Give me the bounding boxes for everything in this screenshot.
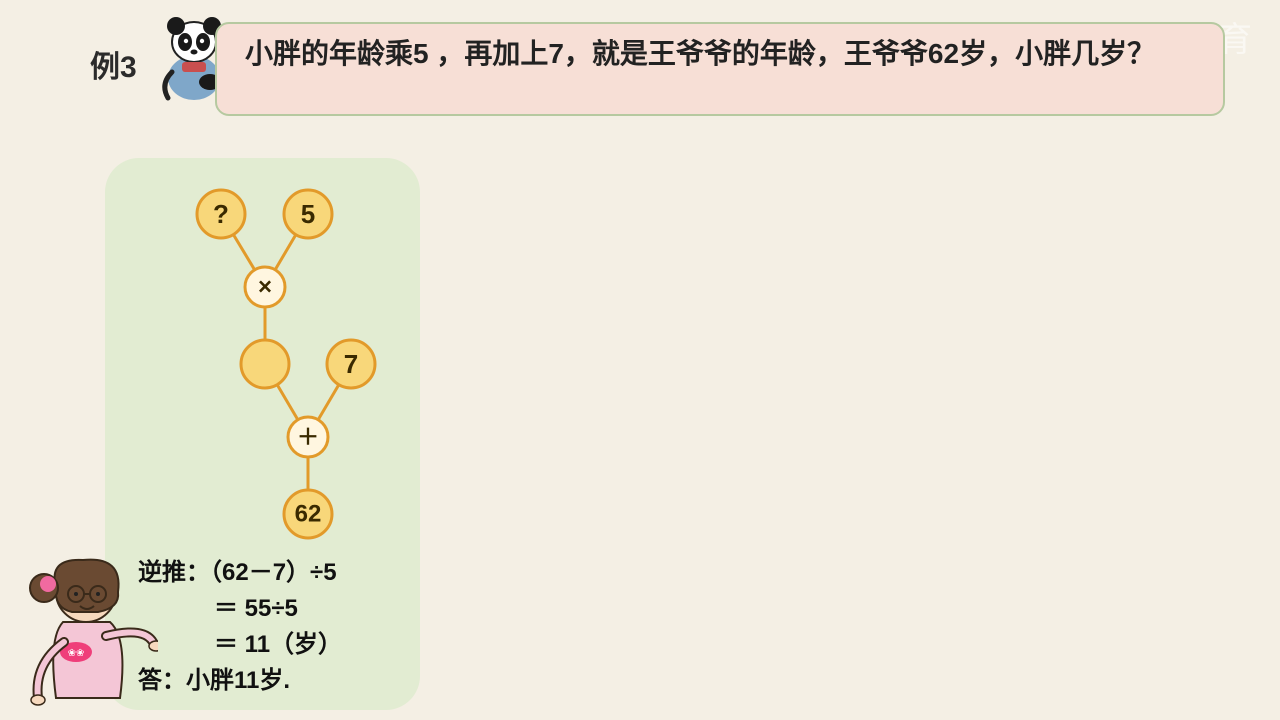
solution-answer: 答：小胖11岁. xyxy=(138,663,342,699)
operation-tree: ? 5 × 7 ＋ 62 xyxy=(113,174,413,554)
solution-expr3: ＝ 11（岁） xyxy=(138,627,342,663)
svg-text:×: × xyxy=(257,274,271,301)
svg-text:5: 5 xyxy=(300,199,314,229)
solution-steps: 逆推：（62－7）÷5 ＝ 55÷5 ＝ 11（岁） 答：小胖11岁. xyxy=(138,555,342,699)
solution-expr1: （62－7）÷5 xyxy=(210,559,337,586)
svg-text:❀❀: ❀❀ xyxy=(68,648,85,659)
svg-text:7: 7 xyxy=(343,349,357,379)
svg-text:＋: ＋ xyxy=(296,425,318,450)
solution-expr2: ＝ 55÷5 xyxy=(138,591,342,627)
example-label: 例3 xyxy=(90,42,137,86)
svg-text:?: ? xyxy=(213,199,229,229)
girl-illustration: ❀❀ xyxy=(28,548,158,718)
svg-text:62: 62 xyxy=(294,501,321,528)
problem-statement: 小胖的年龄乘5 ，再加上7，就是王爷爷的年龄，王爷爷62岁，小胖几岁？ xyxy=(215,22,1225,116)
